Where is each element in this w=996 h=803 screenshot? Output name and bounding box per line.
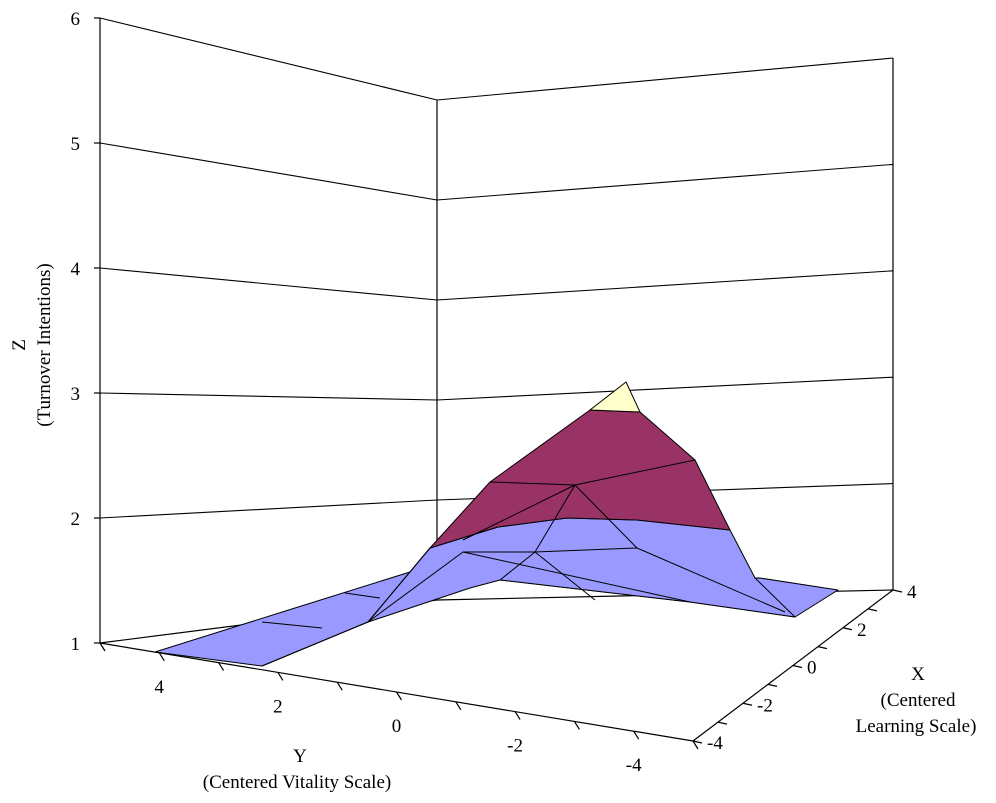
- x-tick-label: 4: [907, 582, 917, 603]
- y-tick-mark: [455, 701, 462, 711]
- x-axis-title: X (Centered Learning Scale): [856, 664, 977, 737]
- z-gridline: [436, 270, 894, 301]
- mesh-line: [463, 547, 786, 613]
- y-tick-mark: [692, 740, 699, 750]
- y-tick-mark: [218, 662, 225, 671]
- mesh-line: [261, 621, 323, 629]
- y-tick-mark: [573, 721, 580, 730]
- y-axis-ticks: 4 2 0 -2 -4: [99, 642, 699, 776]
- y-tick-mark: [633, 730, 640, 740]
- y-tick-label: 0: [392, 716, 402, 737]
- z-tick-label: 1: [71, 634, 81, 655]
- x-tick-mark: [767, 683, 778, 687]
- z-tick-label: 6: [71, 9, 81, 30]
- z-gridline: [99, 392, 438, 401]
- x-tick-label: -2: [757, 695, 773, 716]
- y-axis-label: Y: [293, 746, 307, 767]
- mesh-line: [367, 551, 691, 623]
- z-axis-sublabel: (Turnover Intentions): [34, 263, 55, 426]
- z-gridline: [99, 267, 438, 301]
- y-axis-title: Y (Centered Vitality Scale): [203, 746, 391, 793]
- surface: [154, 381, 839, 667]
- surface-mid-band: [429, 409, 731, 549]
- x-tick-mark: [842, 627, 853, 631]
- mesh-line: [367, 547, 431, 623]
- y-tick-mark: [395, 691, 403, 701]
- x-axis-ticks: -4 -2 0 2 4: [692, 582, 917, 754]
- surface-low-band: [261, 517, 796, 667]
- y-tick-mark: [99, 642, 106, 652]
- x-axis-label: X: [911, 664, 925, 685]
- y-tick-label: 2: [273, 696, 283, 717]
- x-tick-mark: [692, 740, 703, 744]
- y-tick-mark: [277, 672, 284, 681]
- wall-top-left: [99, 17, 438, 101]
- z-tick-label: 5: [71, 134, 81, 155]
- x-axis-sublabel-2: Learning Scale): [856, 716, 977, 737]
- z-gridlines: [99, 142, 894, 519]
- x-tick-label: 2: [857, 620, 867, 641]
- x-tick-mark: [867, 608, 878, 612]
- y-tick-mark: [514, 711, 521, 720]
- surface-peak-band: [589, 381, 641, 413]
- z-axis-label: Z: [9, 339, 30, 351]
- z-axis-title: Z (Turnover Intentions): [9, 263, 55, 426]
- mesh-line: [344, 592, 381, 599]
- z-gridline: [99, 142, 438, 201]
- x-tick-mark: [742, 702, 753, 706]
- x-tick-label: 0: [807, 658, 817, 679]
- z-gridline: [99, 499, 438, 519]
- wall-top-right: [436, 57, 894, 101]
- z-tick-label: 2: [71, 509, 81, 530]
- y-tick-mark: [158, 652, 165, 662]
- back-walls: [99, 17, 894, 643]
- y-tick-label: -4: [626, 755, 642, 776]
- x-tick-label: -4: [707, 733, 723, 754]
- z-gridline: [436, 376, 894, 401]
- x-axis-sublabel-1: (Centered: [881, 690, 956, 711]
- x-tick-mark: [817, 646, 828, 650]
- y-tick-label: -2: [507, 736, 523, 757]
- mesh-line: [534, 484, 576, 553]
- x-tick-mark: [717, 721, 728, 725]
- z-axis-ticks: 1 2 3 4 5 6: [71, 9, 100, 655]
- y-tick-label: 4: [155, 677, 165, 698]
- z-tick-label: 3: [71, 384, 81, 405]
- z-tick-label: 4: [71, 259, 81, 280]
- y-axis-sublabel: (Centered Vitality Scale): [203, 772, 391, 793]
- z-gridline: [436, 163, 894, 201]
- x-tick-mark: [792, 664, 803, 669]
- y-tick-mark: [336, 681, 343, 691]
- x-tick-mark: [892, 589, 903, 593]
